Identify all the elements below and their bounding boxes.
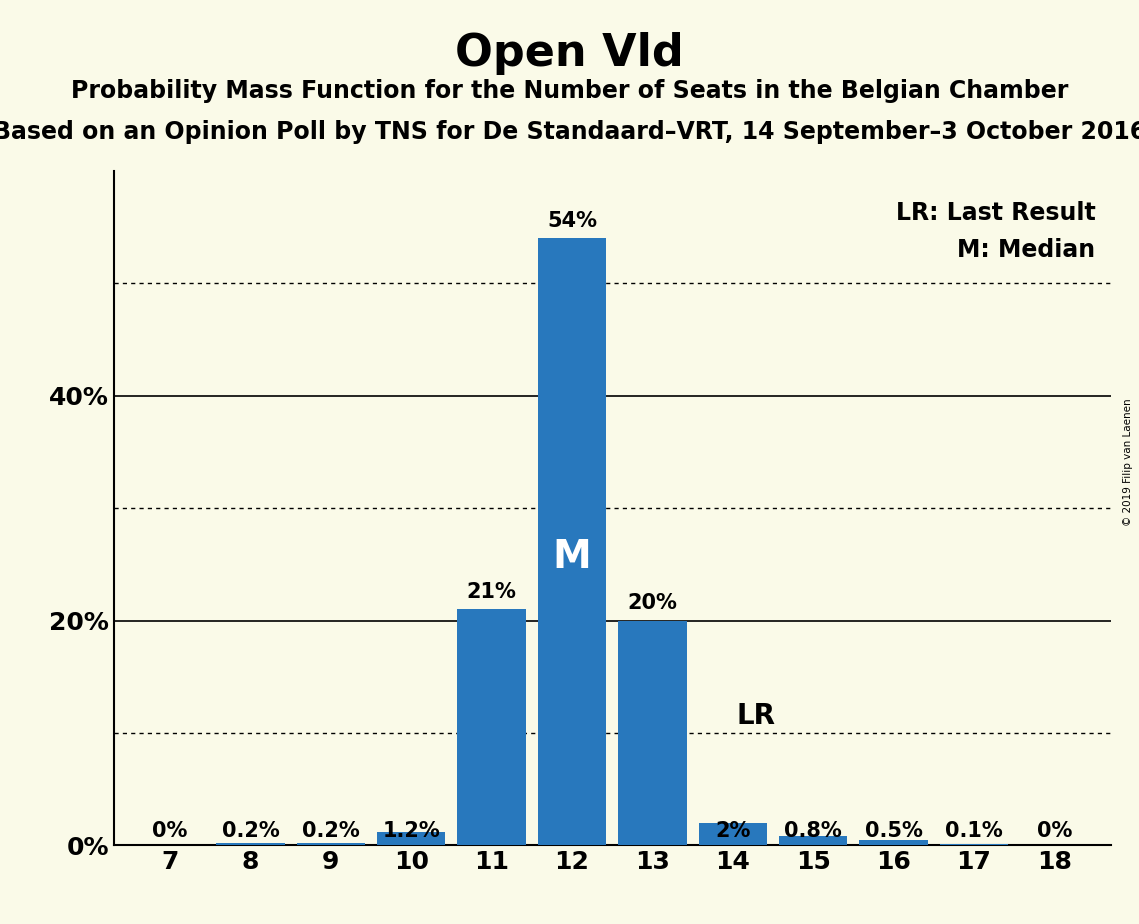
Bar <box>618 621 687 845</box>
Text: 20%: 20% <box>628 593 678 613</box>
Text: Open Vld: Open Vld <box>456 32 683 76</box>
Text: Based on an Opinion Poll by TNS for De Standaard–VRT, 14 September–3 October 201: Based on an Opinion Poll by TNS for De S… <box>0 120 1139 144</box>
Text: 0%: 0% <box>1036 821 1072 841</box>
Text: 54%: 54% <box>547 211 597 230</box>
Text: 1.2%: 1.2% <box>383 821 440 841</box>
Bar <box>216 844 285 845</box>
Text: M: Median: M: Median <box>958 238 1096 262</box>
Bar <box>698 823 767 845</box>
Bar <box>458 610 526 845</box>
Text: Probability Mass Function for the Number of Seats in the Belgian Chamber: Probability Mass Function for the Number… <box>71 79 1068 103</box>
Bar <box>538 238 606 845</box>
Text: 0.1%: 0.1% <box>945 821 1002 841</box>
Text: 21%: 21% <box>467 581 517 602</box>
Text: © 2019 Filip van Laenen: © 2019 Filip van Laenen <box>1123 398 1133 526</box>
Text: LR: Last Result: LR: Last Result <box>896 201 1096 225</box>
Text: 2%: 2% <box>715 821 751 841</box>
Bar <box>779 836 847 845</box>
Bar <box>377 832 445 845</box>
Text: 0.5%: 0.5% <box>865 821 923 841</box>
Text: LR: LR <box>737 701 776 730</box>
Bar <box>297 844 366 845</box>
Text: 0.2%: 0.2% <box>222 821 279 841</box>
Bar <box>859 840 927 845</box>
Text: M: M <box>552 538 591 576</box>
Text: 0.2%: 0.2% <box>302 821 360 841</box>
Text: 0%: 0% <box>153 821 188 841</box>
Text: 0.8%: 0.8% <box>785 821 842 841</box>
